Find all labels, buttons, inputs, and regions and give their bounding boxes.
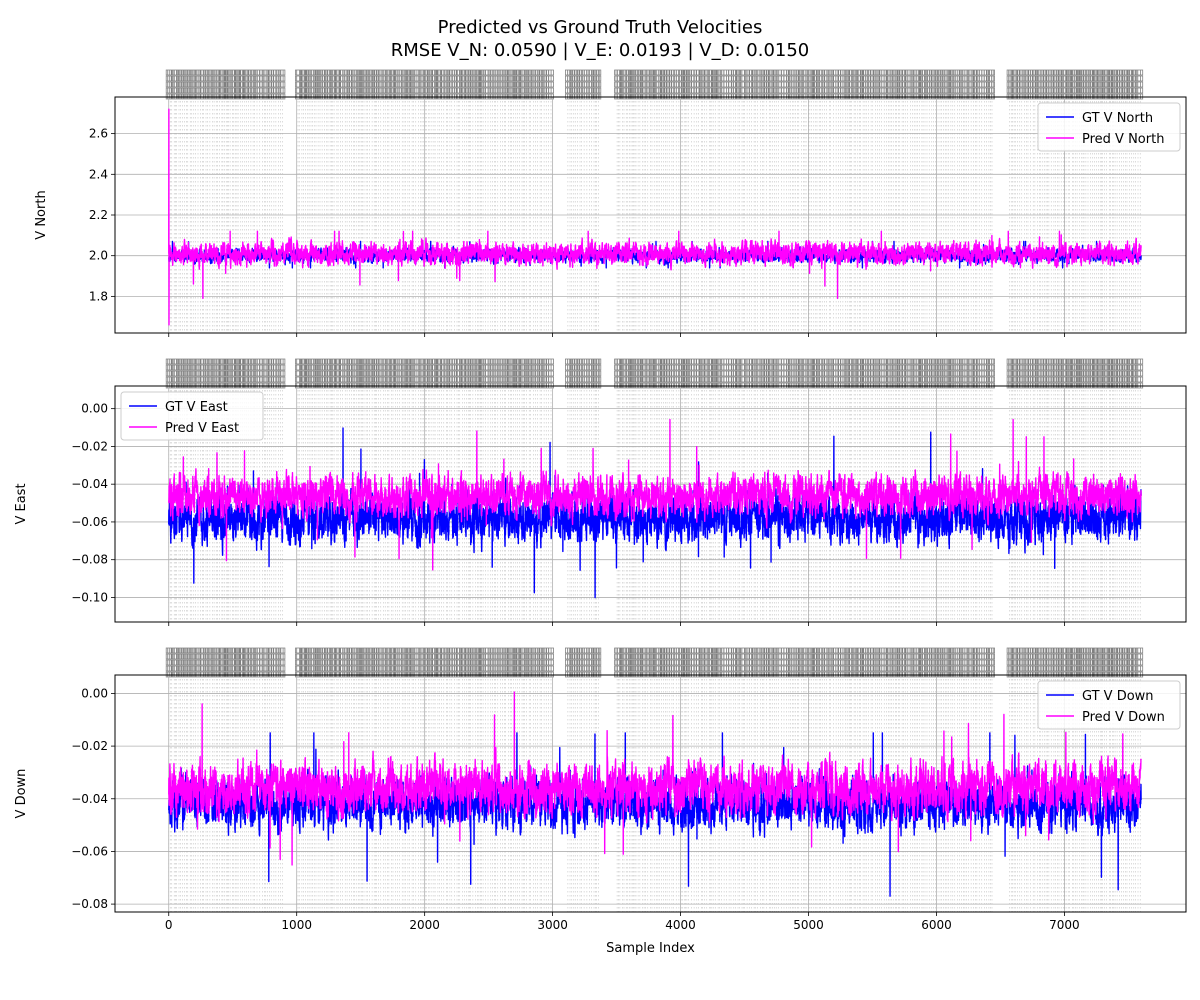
x-tick-label: 1000: [281, 918, 312, 932]
event-markers: [165, 647, 1144, 912]
chart-title: Predicted vs Ground Truth Velocities: [437, 17, 763, 38]
y-tick-label: −0.02: [71, 439, 108, 453]
y-tick-label: −0.08: [71, 897, 108, 911]
legend-box: [1037, 680, 1181, 730]
legend-label: GT V North: [1082, 111, 1153, 126]
event-markers: [165, 358, 1144, 622]
y-axis-label: V East: [14, 483, 29, 524]
x-tick-label: 6000: [921, 918, 952, 932]
series-line-gt: [168, 427, 1142, 599]
y-tick-label: 1.8: [89, 289, 108, 303]
legend-label: GT V Down: [1082, 689, 1154, 704]
y-tick-label: −0.08: [71, 553, 108, 567]
y-tick-label: −0.06: [71, 844, 108, 858]
y-tick-label: 0.00: [81, 686, 108, 700]
x-tick-label: 3000: [537, 918, 568, 932]
legend: GT V Down Pred V Down: [1037, 680, 1181, 730]
subplot-1: 1.8 2.0 2.2 2.4 2.6 V North GT V North Pred V N…: [34, 69, 1187, 337]
legend-label: GT V East: [165, 400, 228, 415]
y-tick-label: −0.04: [71, 792, 108, 806]
event-markers: [165, 69, 1144, 333]
x-tick-label: 2000: [409, 918, 440, 932]
legend: GT V North Pred V North: [1037, 102, 1181, 152]
y-tick-label: 2.0: [89, 249, 108, 263]
y-tick-label: 2.2: [89, 208, 108, 222]
y-tick-label: 2.4: [89, 167, 108, 181]
axes-frame: [114, 385, 1187, 623]
subplot-2: −0.10 −0.08 −0.06 −0.04 −0.02 0.00 V East GT V …: [14, 358, 1187, 626]
legend-label: Pred V East: [165, 421, 239, 436]
x-tick-label: 0: [165, 918, 173, 932]
y-axis-label: V North: [34, 190, 49, 239]
y-tick-label: −0.04: [71, 477, 108, 491]
legend-label: Pred V Down: [1082, 710, 1165, 725]
event-marker-labels: [165, 647, 1144, 678]
series-line-pred: [168, 418, 1142, 571]
event-marker-labels: [165, 69, 1144, 100]
legend-box: [120, 391, 264, 441]
y-tick-label: −0.06: [71, 515, 108, 529]
x-axis-label: Sample Index: [606, 941, 695, 956]
y-tick-label: 2.6: [89, 127, 108, 141]
event-marker-labels: [165, 358, 1144, 389]
axes-frame: [114, 96, 1187, 334]
legend: GT V East Pred V East: [120, 391, 264, 441]
subplot-3: −0.08 −0.06 −0.04 −0.02 0.00 0 1000 2000 3000 400…: [14, 647, 1187, 956]
series-line-pred: [168, 108, 1142, 326]
chart-subtitle: RMSE V_N: 0.0590 | V_E: 0.0193 | V_D: 0.…: [390, 40, 810, 61]
y-tick-label: −0.10: [71, 590, 108, 604]
axes-frame: [114, 674, 1187, 913]
y-axis-label: V Down: [14, 769, 29, 819]
x-tick-label: 7000: [1049, 918, 1080, 932]
x-tick-label: 5000: [793, 918, 824, 932]
x-tick-label: 4000: [665, 918, 696, 932]
y-tick-label: −0.02: [71, 739, 108, 753]
series-line-pred: [168, 691, 1142, 866]
y-tick-label: 0.00: [81, 402, 108, 416]
legend-label: Pred V North: [1082, 132, 1164, 147]
legend-box: [1037, 102, 1181, 152]
